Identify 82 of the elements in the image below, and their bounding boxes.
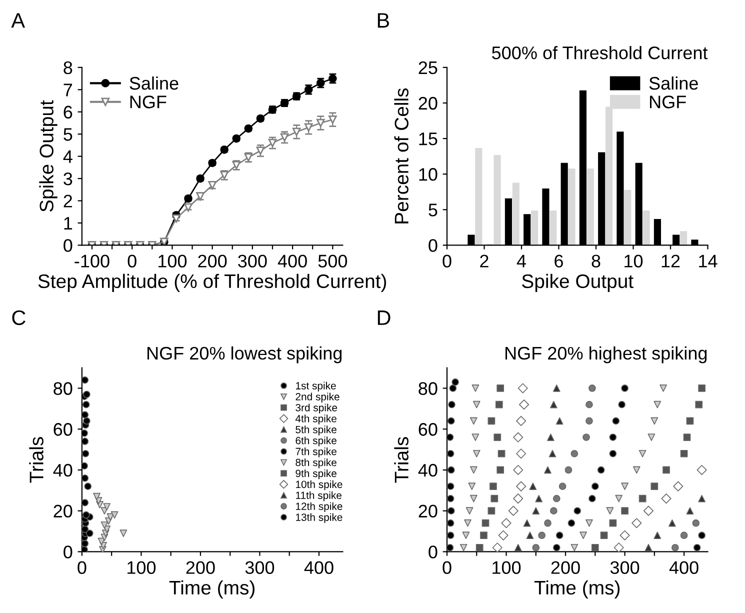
legend-label: 10th spike bbox=[296, 480, 342, 490]
x-tick-label: 200 bbox=[551, 561, 580, 574]
x-axis-title: Step Amplitude (% of Threshold Current) bbox=[38, 274, 386, 292]
chart-title: NGF 20% highest spiking bbox=[506, 346, 707, 364]
x-tick-label: 0 bbox=[78, 561, 86, 574]
y-tick-label: 0 bbox=[428, 546, 438, 558]
y-tick-label: 20 bbox=[418, 504, 438, 518]
x-tick-label: 0 bbox=[442, 254, 452, 268]
legend-label: NGF bbox=[130, 96, 166, 108]
text: A bbox=[11, 13, 26, 28]
x-axis-title: Spike Output bbox=[522, 274, 634, 292]
legend-label: 9th spike bbox=[296, 469, 336, 480]
y-tick-label: 6 bbox=[64, 106, 72, 119]
x-tick-label: 400 bbox=[304, 561, 334, 574]
x-tick-label: 0 bbox=[442, 561, 452, 574]
legend-label: 12th spike bbox=[296, 502, 342, 512]
y-tick-label: 5 bbox=[428, 204, 438, 216]
legend-label: 6th spike bbox=[296, 436, 336, 446]
legend-label: 4th spike bbox=[295, 414, 336, 424]
legend-label: 3rd spike bbox=[296, 404, 338, 414]
x-tick-label: 100 bbox=[492, 561, 521, 574]
text: C bbox=[12, 310, 26, 326]
x-tick-label: 500 bbox=[318, 254, 348, 268]
text: B bbox=[378, 13, 390, 28]
legend-label: 1st spike bbox=[296, 382, 336, 392]
y-axis-title: Trials bbox=[394, 437, 408, 483]
x-tick-label: 200 bbox=[186, 561, 215, 574]
x-tick-label: 300 bbox=[245, 561, 274, 574]
y-tick-label: 2 bbox=[64, 194, 72, 208]
x-tick-label: 0 bbox=[128, 254, 136, 268]
y-tick-label: 3 bbox=[64, 172, 72, 186]
y-tick-label: 20 bbox=[418, 96, 438, 110]
y-axis-title: Trials bbox=[29, 437, 44, 483]
y-tick-label: 20 bbox=[54, 504, 72, 518]
y-tick-label: 8 bbox=[64, 61, 72, 74]
y-tick-label: 0 bbox=[428, 239, 438, 252]
legend-label: 5th spike bbox=[296, 426, 336, 436]
y-tick-label: 7 bbox=[64, 84, 72, 96]
x-tick-label: 12 bbox=[662, 254, 680, 268]
y-tick-label: 1 bbox=[64, 217, 72, 230]
x-tick-label: 400 bbox=[278, 254, 307, 268]
chart-title: NGF 20% lowest spiking bbox=[148, 346, 342, 364]
y-axis-title: Spike Output bbox=[39, 100, 58, 212]
legend-label: 2nd spike bbox=[296, 392, 340, 402]
x-tick-label: 8 bbox=[592, 254, 600, 268]
y-tick-label: 15 bbox=[419, 132, 438, 146]
y-tick-label: 80 bbox=[54, 382, 72, 395]
text: D bbox=[378, 310, 390, 325]
legend-label: NGF bbox=[650, 96, 686, 108]
y-tick-label: 5 bbox=[64, 128, 72, 141]
y-axis-title: Percent of Cells bbox=[394, 88, 408, 224]
y-tick-label: 40 bbox=[53, 464, 72, 477]
x-tick-label: 10 bbox=[624, 254, 643, 268]
y-tick-label: 0 bbox=[64, 546, 72, 558]
y-tick-label: 0 bbox=[64, 239, 72, 252]
legend-label: 11th spike bbox=[296, 491, 342, 502]
x-tick-label: 2 bbox=[480, 254, 488, 268]
x-tick-label: 14 bbox=[699, 254, 718, 268]
y-tick-label: 60 bbox=[54, 423, 72, 436]
x-tick-label: 300 bbox=[238, 254, 267, 268]
legend-label: Saline bbox=[649, 76, 698, 90]
x-tick-label: 100 bbox=[128, 561, 156, 574]
x-tick-label: 6 bbox=[554, 254, 563, 268]
x-tick-label: 100 bbox=[158, 254, 187, 268]
x-tick-label: 4 bbox=[516, 254, 526, 268]
y-tick-label: 60 bbox=[418, 423, 438, 436]
y-tick-label: 40 bbox=[418, 464, 438, 477]
x-tick-label: 400 bbox=[669, 561, 698, 574]
y-tick-label: 80 bbox=[418, 382, 438, 395]
y-tick-label: 10 bbox=[419, 168, 438, 181]
x-axis-title: Time (ms) bbox=[169, 580, 254, 598]
legend-label: Saline bbox=[130, 76, 178, 90]
x-axis-title: Time (ms) bbox=[534, 580, 620, 598]
legend-label: 7th spike bbox=[296, 448, 336, 458]
x-tick-label: 300 bbox=[610, 561, 640, 574]
legend-label: 8th spike bbox=[296, 458, 336, 468]
x-tick-label: -100 bbox=[74, 254, 110, 268]
x-tick-label: 200 bbox=[198, 254, 227, 268]
y-tick-label: 25 bbox=[418, 61, 438, 74]
legend-label: 13th spike bbox=[296, 513, 342, 524]
chart-title: 500% of Threshold Current bbox=[492, 46, 708, 60]
y-tick-label: 4 bbox=[63, 150, 72, 163]
